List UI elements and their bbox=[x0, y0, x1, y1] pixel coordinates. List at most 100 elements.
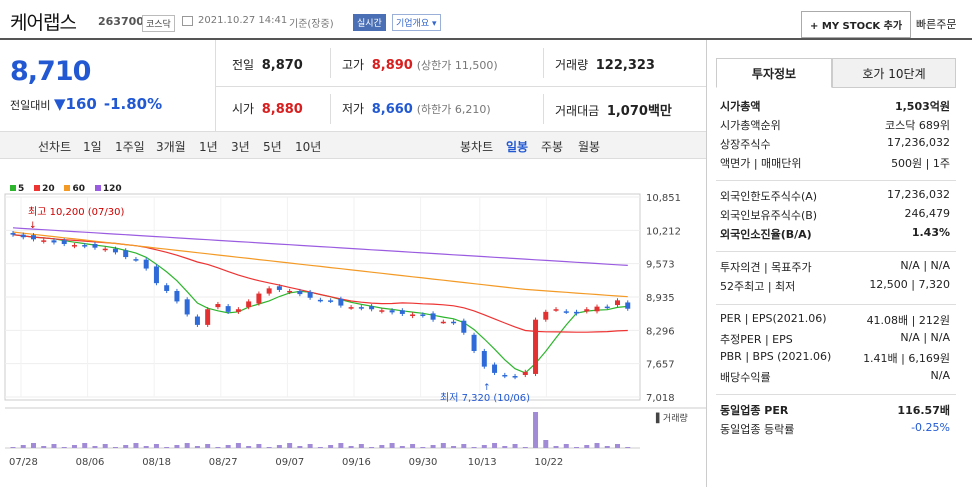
y-tick-label: 8,296 bbox=[646, 326, 675, 337]
candle-body bbox=[246, 301, 252, 308]
volume-bar bbox=[604, 446, 610, 448]
high-arrow: ↓ bbox=[29, 221, 37, 231]
volume-bar bbox=[123, 445, 129, 448]
info-value: 17,236,032 bbox=[887, 188, 950, 201]
tab-1year[interactable]: 1년 bbox=[199, 140, 218, 154]
x-tick-label: 07/28 bbox=[9, 457, 38, 468]
low-arrow: ↑ bbox=[483, 383, 491, 393]
volume-label: ▌거래량 bbox=[655, 412, 688, 424]
tab-3year[interactable]: 3년 bbox=[231, 140, 250, 154]
info-row: PER | EPS(2021.06) 41.08배 | 212원 bbox=[720, 312, 950, 327]
info-row: PBR | BPS (2021.06) 1.41배 | 6,169원 bbox=[720, 350, 950, 365]
info-value: 1.43% bbox=[911, 226, 950, 239]
x-tick-label: 09/07 bbox=[275, 457, 304, 468]
tab-5year[interactable]: 5년 bbox=[263, 140, 282, 154]
candle-body bbox=[276, 286, 282, 290]
info-value: 코스닥 689위 bbox=[885, 119, 950, 132]
line-chart-label: 선차트 bbox=[38, 140, 72, 154]
x-tick-label: 08/27 bbox=[209, 457, 238, 468]
candle-body bbox=[553, 309, 559, 311]
candle-body bbox=[348, 307, 354, 309]
tab-1day[interactable]: 1일 bbox=[83, 140, 102, 154]
info-label: 액면가 | 매매단위 bbox=[720, 157, 802, 170]
candle-body bbox=[92, 244, 98, 248]
ma60-line bbox=[12, 231, 628, 298]
candle-body bbox=[430, 313, 436, 320]
candle-body bbox=[174, 290, 180, 302]
volume-bar bbox=[522, 447, 528, 448]
x-tick-label: 10/13 bbox=[468, 457, 497, 468]
tab-weekly[interactable]: 주봉 bbox=[541, 140, 564, 154]
current-price: 8,710 bbox=[10, 56, 91, 87]
tab-daily[interactable]: 일봉 bbox=[506, 140, 529, 154]
volume-bar bbox=[369, 447, 375, 448]
volume: 거래량 122,323 bbox=[555, 58, 655, 73]
ma120-line bbox=[12, 227, 628, 266]
my-stock-add-button[interactable]: + MY STOCK 추가 bbox=[801, 11, 912, 38]
volume-bar bbox=[82, 443, 88, 448]
volume-bar bbox=[471, 447, 477, 448]
info-label: 52주최고 | 최저 bbox=[720, 280, 796, 293]
prev-close: 전일 8,870 bbox=[232, 58, 303, 73]
tab-monthly[interactable]: 월봉 bbox=[578, 140, 601, 154]
y-tick-label: 8,935 bbox=[646, 293, 675, 304]
candle-body bbox=[61, 240, 67, 245]
volume-bar bbox=[317, 447, 323, 448]
candle-body bbox=[512, 376, 518, 378]
y-tick-label: 7,018 bbox=[646, 393, 675, 404]
basis: 기준(장중) bbox=[289, 19, 334, 30]
info-label: 상장주식수 bbox=[720, 138, 771, 151]
tab-orderbook[interactable]: 호가 10단계 bbox=[832, 58, 956, 88]
down-triangle-icon: ▼ bbox=[53, 95, 66, 113]
ma-legend: 5 20 60 120 bbox=[10, 180, 128, 194]
candle-body bbox=[307, 292, 313, 298]
candle-body bbox=[615, 300, 621, 306]
tab-invest-info[interactable]: 투자정보 bbox=[716, 58, 832, 88]
candle-body bbox=[522, 371, 528, 375]
tab-3month[interactable]: 3개월 bbox=[156, 140, 186, 154]
volume-bar bbox=[502, 446, 508, 448]
candle-body bbox=[41, 240, 47, 242]
volume-bar bbox=[143, 446, 149, 448]
info-row: 동일업종 PER 116.57배 bbox=[720, 402, 950, 418]
info-value: 41.08배 | 212원 bbox=[866, 314, 950, 327]
info-value: 1.41배 | 6,169원 bbox=[863, 352, 950, 365]
volume-bar bbox=[451, 446, 457, 448]
quick-order-link[interactable]: 빠른주문 bbox=[916, 18, 957, 31]
price-chart[interactable]: 10,851 10,212 9,573 8,935 8,296 7,657 7,018 07/… bbox=[0, 190, 706, 487]
candle-body bbox=[584, 309, 590, 312]
volume-bar bbox=[574, 447, 580, 448]
volume-bar bbox=[266, 447, 272, 448]
candle-body bbox=[51, 240, 57, 243]
volume-bar bbox=[594, 443, 600, 448]
volume-bar bbox=[615, 444, 621, 448]
tab-10year[interactable]: 10년 bbox=[295, 140, 322, 154]
info-value: 17,236,032 bbox=[887, 136, 950, 149]
info-row: 액면가 | 매매단위 500원 | 1주 bbox=[720, 155, 950, 171]
volume-bar bbox=[112, 447, 118, 448]
price-change: 전일대비 ▼160 -1.80% bbox=[10, 95, 163, 113]
candle-body bbox=[164, 285, 170, 291]
candle-body bbox=[533, 319, 539, 374]
tab-1week[interactable]: 1주일 bbox=[115, 140, 145, 154]
candle-body bbox=[502, 374, 508, 377]
candle-body bbox=[112, 248, 118, 253]
volume-bar bbox=[215, 447, 221, 448]
candle-body bbox=[225, 306, 231, 312]
volume-bar bbox=[625, 447, 631, 448]
candle-body bbox=[71, 245, 77, 247]
volume-bar bbox=[61, 447, 67, 448]
info-value: 500원 | 1주 bbox=[891, 157, 950, 170]
high-annotation: 최고 10,200 (07/30) bbox=[28, 206, 124, 218]
volume-bar bbox=[389, 443, 395, 448]
candle-body bbox=[153, 266, 159, 284]
candle-body bbox=[594, 306, 600, 312]
company-info-dropdown[interactable]: 기업개요 ▾ bbox=[392, 14, 441, 31]
realtime-badge[interactable]: 실시간 bbox=[353, 14, 386, 31]
volume-bar bbox=[246, 446, 252, 448]
volume-bar bbox=[51, 444, 57, 448]
info-label: 투자의견 | 목표주가 bbox=[720, 261, 812, 274]
candle-body bbox=[10, 233, 16, 235]
calendar-icon bbox=[182, 16, 193, 26]
info-row: 투자의견 | 목표주가 N/A | N/A bbox=[720, 259, 950, 275]
